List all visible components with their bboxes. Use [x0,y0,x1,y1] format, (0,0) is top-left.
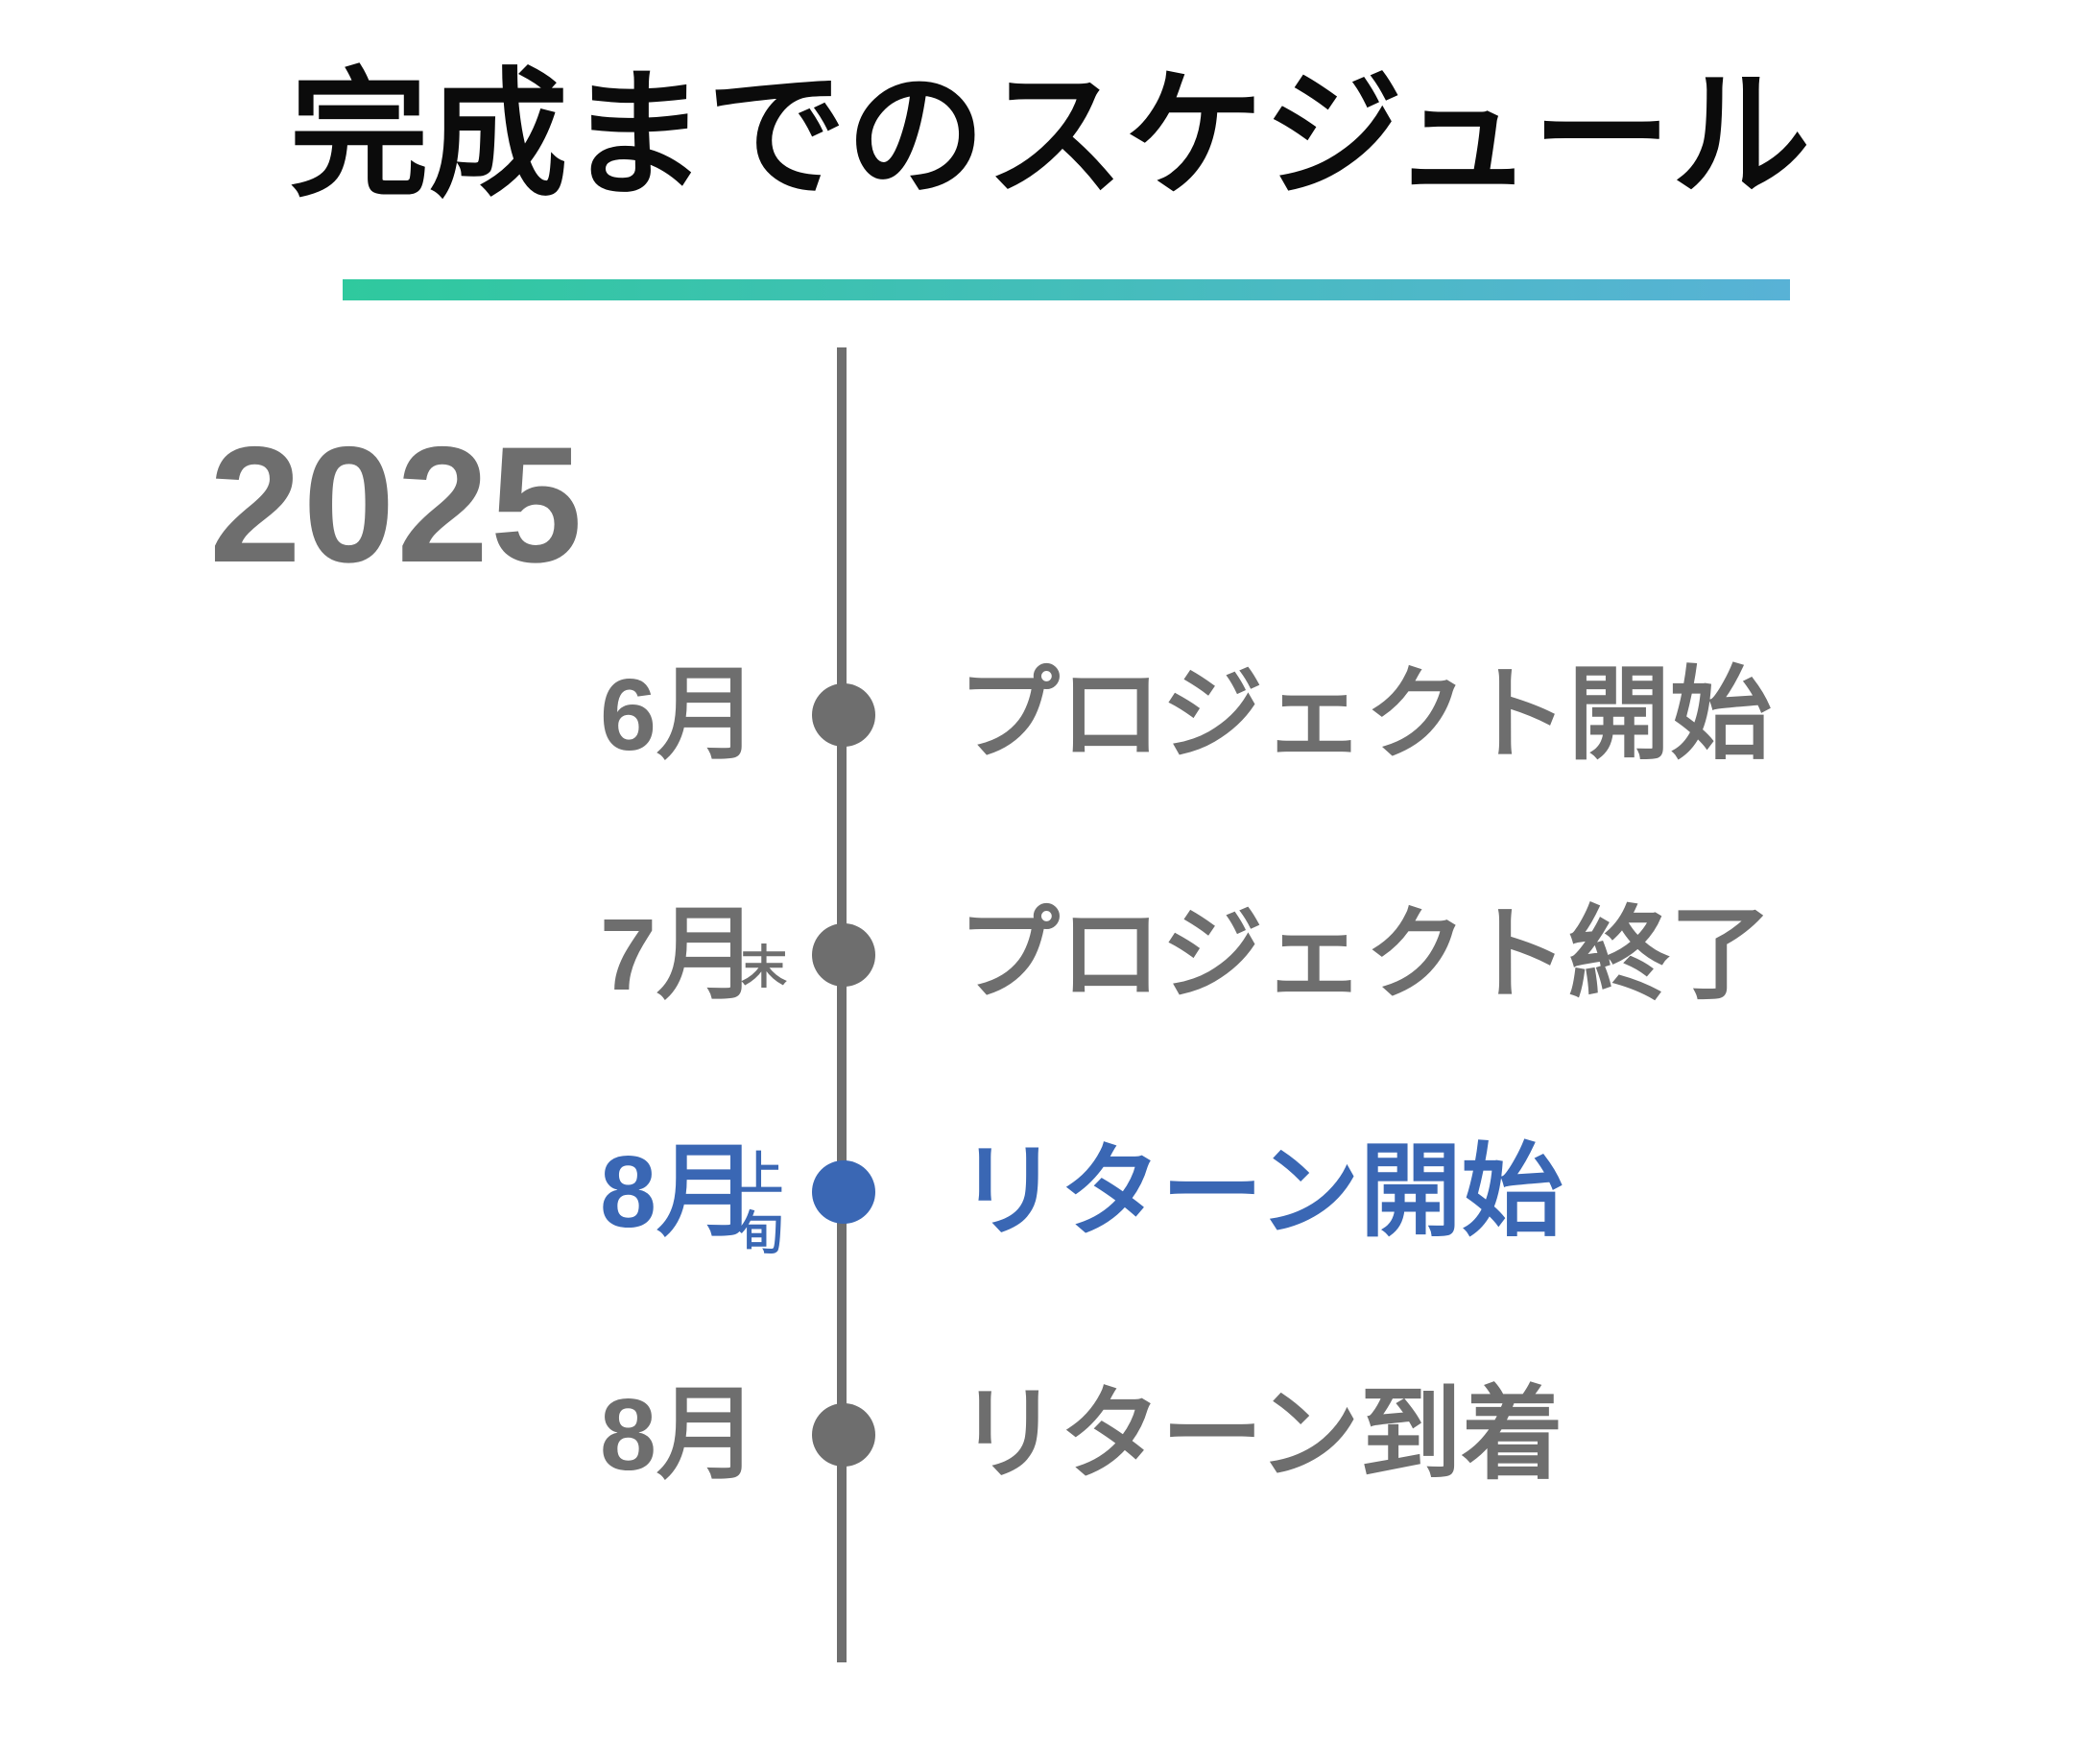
page-title: 完成までのスケジュール [289,58,1811,213]
timeline-line [837,347,847,1662]
timeline-dot [812,1403,875,1467]
month-suffix: 末 [741,943,788,993]
timeline-dot [812,683,875,747]
month-label: 7月 [600,898,758,1012]
milestone-label: プロジェクト開始 [958,658,1772,772]
month-suffix-top: 上 [737,1149,784,1200]
title-underline-gradient [343,279,1790,300]
month-label: 6月 [600,658,758,772]
timeline-item-highlighted: 8月 上 旬 リターン開始 [0,1115,2100,1269]
timeline-item: 6月 プロジェクト開始 [0,638,2100,792]
milestone-label: プロジェクト終了 [958,898,1772,1012]
month-suffix-bottom: 旬 [737,1208,784,1260]
milestone-label: リターン開始 [958,1135,1563,1249]
timeline-item: 8月 リターン到着 [0,1358,2100,1512]
year-label: 2025 [209,413,585,597]
timeline-dot [812,923,875,987]
month-label: 8月 [600,1135,758,1249]
timeline-dot [812,1160,875,1224]
month-suffix-stacked: 上 旬 [737,1145,783,1265]
timeline-item: 7月 末 プロジェクト終了 [0,878,2100,1032]
milestone-label: リターン到着 [958,1378,1563,1492]
month-label: 8月 [600,1378,758,1492]
